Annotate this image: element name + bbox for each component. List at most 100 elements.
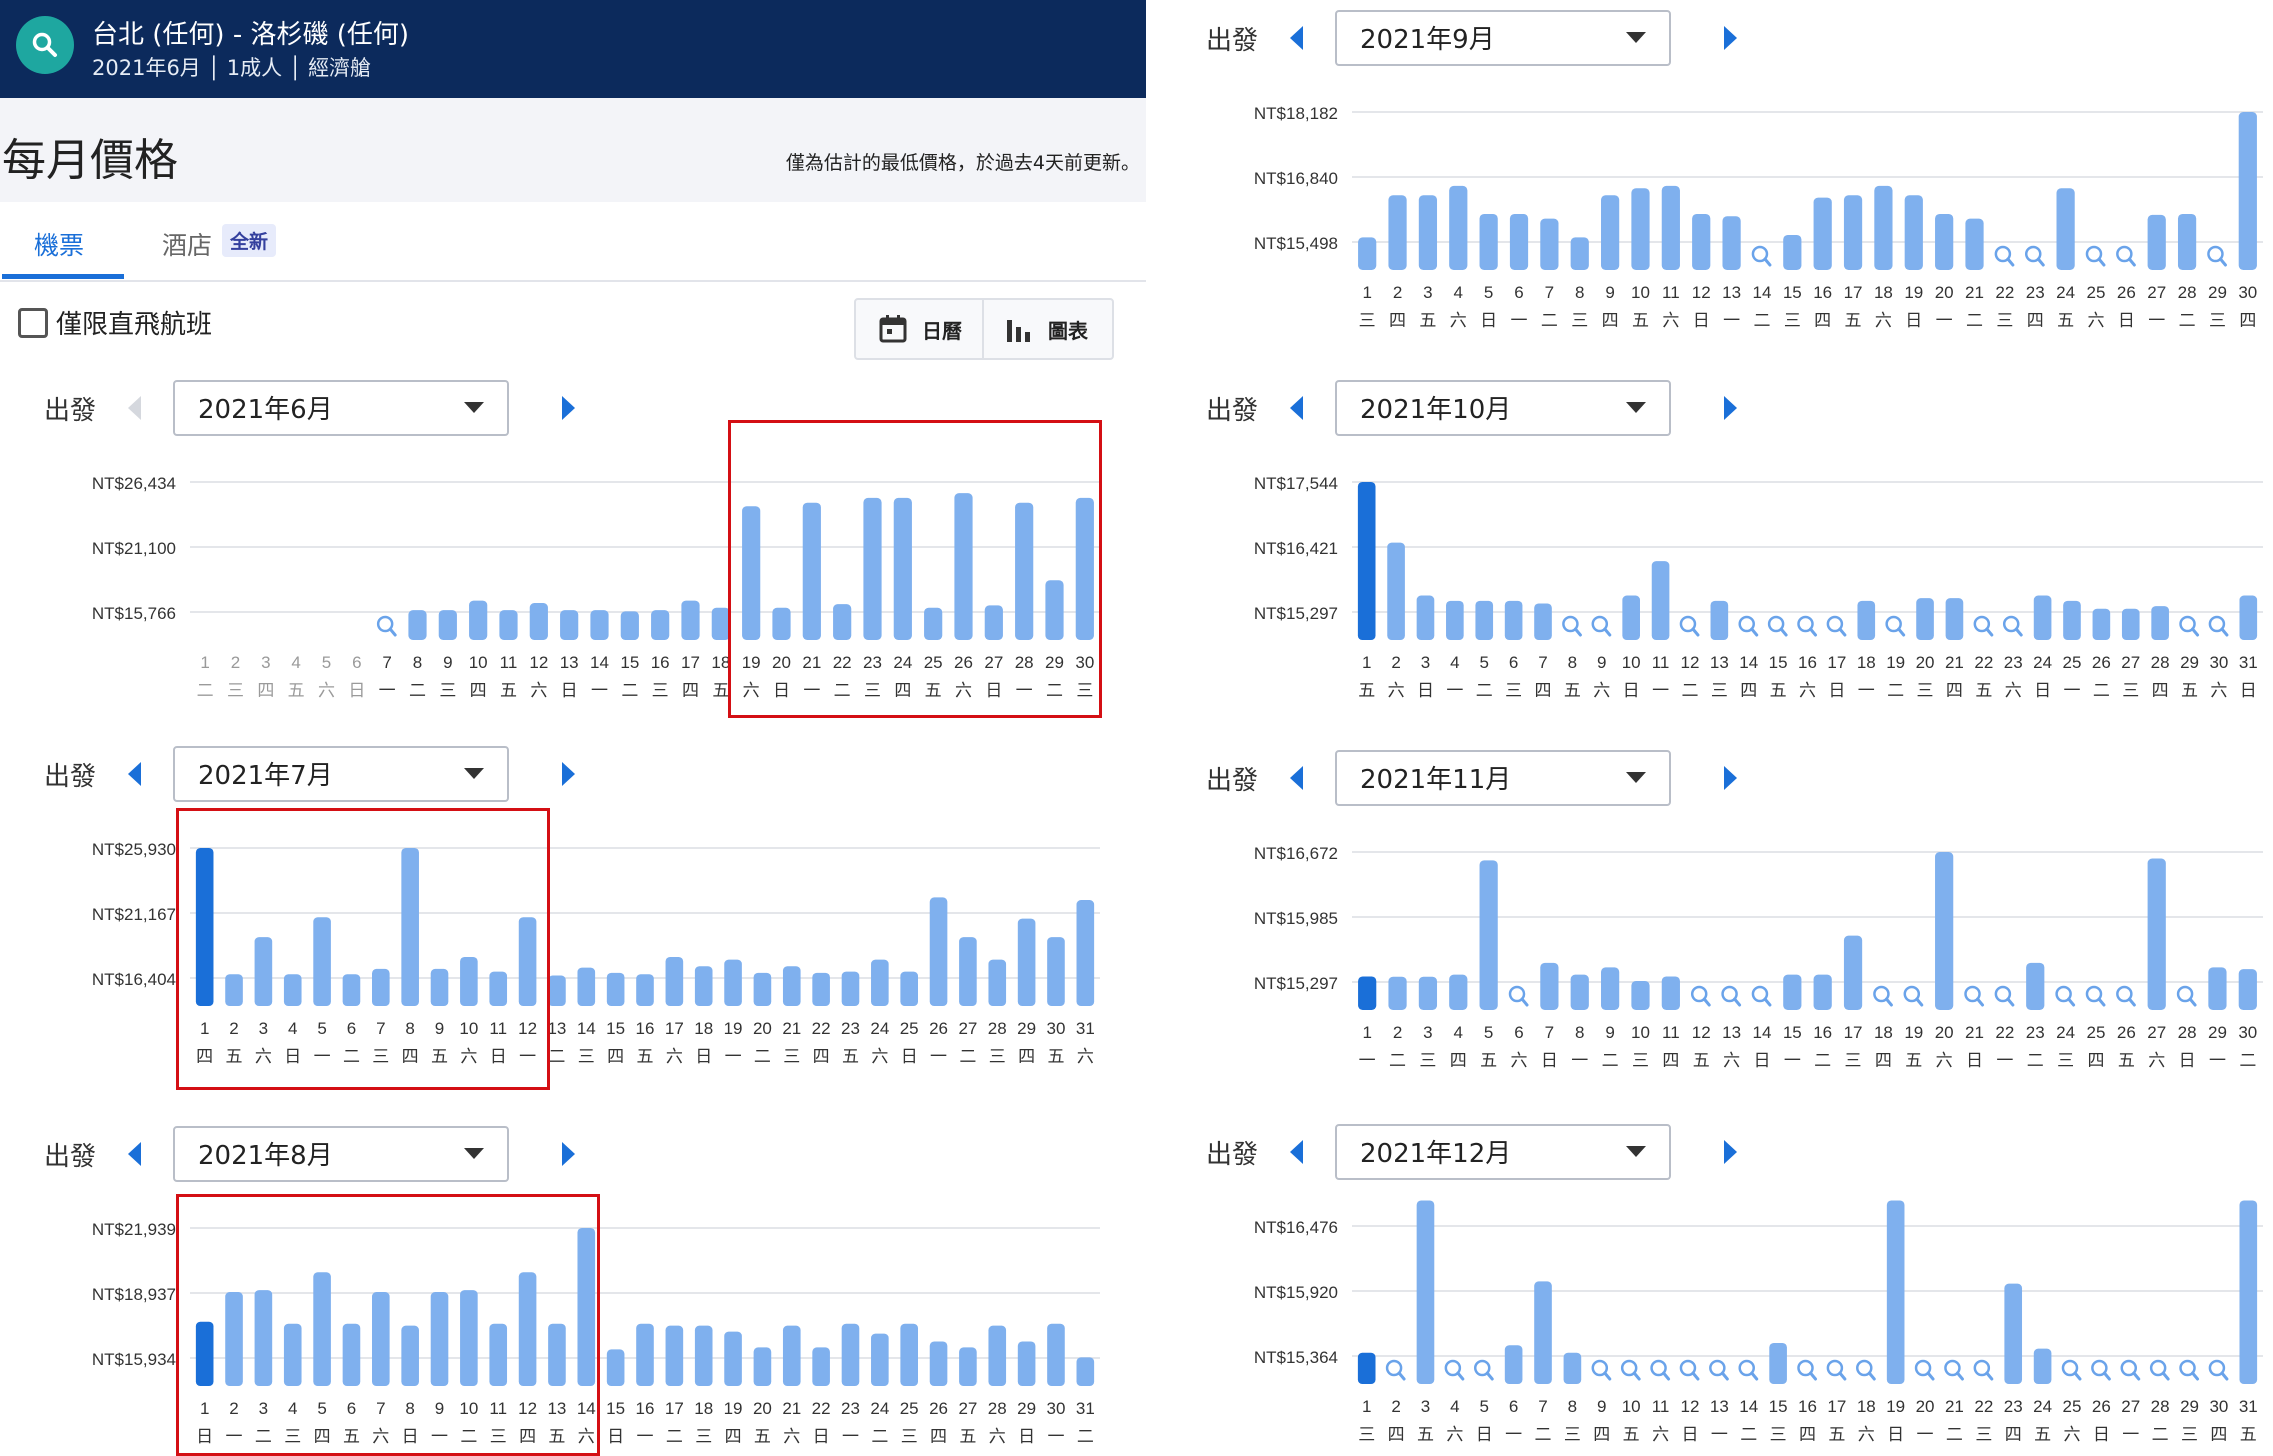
price-bar[interactable] [694,966,713,1006]
search-price-icon[interactable] [2179,1359,2200,1381]
price-bar[interactable] [1769,1342,1787,1384]
price-bar[interactable] [577,1228,596,1386]
prev-month-arrow-icon[interactable] [128,762,141,786]
price-bar[interactable] [893,497,912,640]
price-bar[interactable] [1504,1345,1523,1384]
price-bar[interactable] [313,917,331,1006]
search-price-icon[interactable] [1751,985,1772,1007]
price-bar[interactable] [283,974,302,1006]
search-price-icon[interactable] [2055,985,2076,1007]
price-bar[interactable] [841,1323,860,1386]
price-bar[interactable] [2238,112,2257,270]
price-bar[interactable] [2147,858,2166,1010]
next-month-arrow-icon[interactable] [562,762,575,786]
search-price-icon[interactable] [1620,1359,1641,1381]
search-price-icon[interactable] [2002,615,2023,637]
price-bar[interactable] [1047,1323,1065,1386]
price-bar[interactable] [1904,195,1923,270]
price-bar[interactable] [1783,974,1802,1010]
price-bar[interactable] [1446,600,1464,640]
month-select[interactable] [1335,1124,1671,1180]
price-bar[interactable] [1945,598,1964,640]
price-bar[interactable] [489,971,508,1006]
search-price-icon[interactable] [1562,615,1582,637]
price-bar[interactable] [753,972,772,1006]
price-bar[interactable] [812,1347,830,1386]
price-bar[interactable] [1722,216,1741,270]
price-bar[interactable] [1015,502,1034,640]
price-bar[interactable] [1813,974,1832,1010]
search-price-icon[interactable] [2207,245,2227,267]
price-bar[interactable] [408,610,427,640]
price-bar[interactable] [724,959,742,1006]
price-bar[interactable] [577,967,596,1006]
price-bar[interactable] [984,605,1003,640]
search-summary-bar[interactable]: 台北 (任何) - 洛杉磯 (任何) 2021年6月 │ 1成人 │ 經濟艙 [0,0,1146,98]
search-price-icon[interactable] [1856,1359,1876,1381]
search-price-icon[interactable] [1873,985,1893,1007]
price-bar[interactable] [1886,1200,1905,1384]
price-bar[interactable] [372,1292,390,1386]
price-bar[interactable] [2147,214,2166,270]
search-price-icon[interactable] [376,615,397,637]
price-bar[interactable] [2177,213,2197,270]
price-bar[interactable] [548,975,566,1006]
month-select[interactable] [1335,380,1671,436]
price-bar[interactable] [1479,213,1498,270]
price-bar[interactable] [225,974,243,1006]
price-bar[interactable] [1416,1200,1435,1384]
price-bar[interactable] [1358,976,1377,1010]
prev-month-arrow-icon[interactable] [1290,766,1303,790]
price-bar[interactable] [711,607,730,640]
price-bar[interactable] [2238,969,2257,1010]
price-bar[interactable] [2239,1200,2258,1384]
calendar-view-button[interactable]: 日曆 [856,300,984,358]
search-price-icon[interactable] [2176,985,2197,1007]
price-bar[interactable] [518,917,537,1006]
price-bar[interactable] [372,968,390,1006]
price-bar[interactable] [2033,595,2052,640]
search-price-icon[interactable] [1826,615,1847,637]
search-button[interactable] [16,16,74,74]
price-bar[interactable] [1622,595,1640,640]
price-bar[interactable] [988,1325,1007,1386]
price-bar[interactable] [1631,188,1650,270]
search-price-icon[interactable] [1508,985,1529,1007]
price-bar[interactable] [254,1290,273,1386]
price-bar[interactable] [959,1347,977,1386]
search-price-icon[interactable] [1994,245,2015,267]
price-bar[interactable] [1570,974,1589,1010]
search-price-icon[interactable] [1797,1359,1817,1381]
price-bar[interactable] [772,607,791,640]
price-bar[interactable] [1358,237,1377,270]
price-bar[interactable] [1449,974,1468,1010]
price-bar[interactable] [560,610,579,640]
tab-hotels[interactable]: 酒店 [162,231,213,260]
price-bar[interactable] [1692,213,1711,270]
price-bar[interactable] [871,1333,889,1386]
month-select[interactable] [1335,750,1671,806]
price-bar[interactable] [1540,962,1559,1010]
price-bar[interactable] [681,600,700,640]
price-bar[interactable] [959,937,977,1006]
search-price-icon[interactable] [2085,245,2106,267]
price-bar[interactable] [1504,600,1523,640]
price-bar[interactable] [863,497,882,640]
search-price-icon[interactable] [1914,1359,1935,1381]
price-bar[interactable] [665,956,684,1006]
search-price-icon[interactable] [1444,1359,1465,1381]
month-select[interactable] [173,746,509,802]
price-bar[interactable] [1857,600,1876,640]
price-bar[interactable] [694,1325,713,1386]
price-bar[interactable] [1479,860,1498,1010]
prev-month-arrow-icon[interactable] [128,396,141,420]
price-bar[interactable] [195,848,214,1006]
price-bar[interactable] [2151,606,2169,640]
search-price-icon[interactable] [2179,615,2200,637]
search-price-icon[interactable] [2208,615,2229,637]
price-bar[interactable] [1418,195,1438,270]
price-bar[interactable] [1935,852,1954,1010]
price-bar[interactable] [1475,600,1494,640]
search-price-icon[interactable] [1679,615,1700,637]
price-bar[interactable] [2239,595,2258,640]
